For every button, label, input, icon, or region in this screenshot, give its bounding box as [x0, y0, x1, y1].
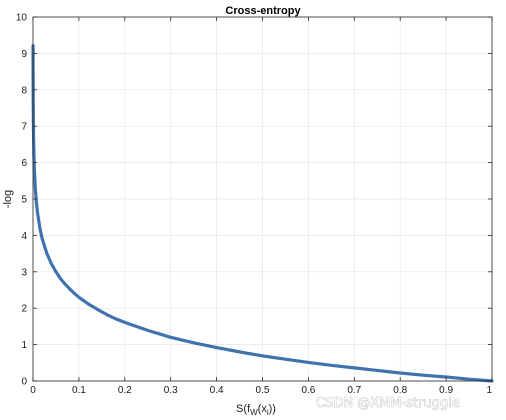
y-tick-label: 6 — [21, 158, 27, 169]
x-tick-label: 0 — [30, 385, 36, 396]
y-tick-label: 9 — [21, 49, 27, 60]
x-tick-label: 0.9 — [439, 385, 453, 396]
series-line — [31, 44, 494, 383]
y-tick-label: 8 — [21, 85, 27, 96]
x-tick-label: 0.4 — [210, 385, 224, 396]
x-tick-label: 1 — [486, 385, 492, 396]
x-tick-label: 0.8 — [393, 385, 407, 396]
y-tick-label: 4 — [21, 231, 27, 242]
x-tick-label: 0.3 — [164, 385, 178, 396]
watermark: CSDN @XMM-struggle — [316, 396, 460, 411]
x-ticks: 0 0.1 0.2 0.3 0.4 0.5 0.6 0.7 0.8 0.9 1 — [30, 17, 492, 396]
x-tick-label: 0.6 — [301, 385, 315, 396]
y-tick-label: 3 — [21, 267, 27, 278]
x-axis-label-subscript: i — [267, 408, 269, 417]
x-tick-label: 0.7 — [347, 385, 361, 396]
x-axis-label-part: S(f — [236, 403, 251, 415]
y-tick-label: 10 — [16, 13, 28, 24]
x-axis-label: S(fW(xi)) — [236, 403, 276, 417]
x-axis-label-part: (x — [258, 403, 268, 415]
x-tick-label: 0.1 — [72, 385, 86, 396]
y-tick-label: 0 — [21, 377, 27, 388]
x-axis-label-subscript: W — [250, 408, 258, 417]
y-axis-label: -log — [2, 190, 14, 208]
y-tick-label: 2 — [21, 304, 27, 315]
series-layer — [31, 44, 494, 383]
y-tick-label: 5 — [21, 195, 27, 206]
y-ticks: 0 1 2 3 4 5 6 7 8 9 10 — [16, 13, 492, 388]
x-tick-label: 0.5 — [256, 385, 270, 396]
x-tick-label: 0.2 — [118, 385, 132, 396]
y-tick-label: 1 — [21, 340, 27, 351]
x-axis-label-part: )) — [269, 403, 276, 415]
chart-title: Cross-entropy — [225, 5, 301, 17]
y-tick-label: 7 — [21, 122, 27, 133]
